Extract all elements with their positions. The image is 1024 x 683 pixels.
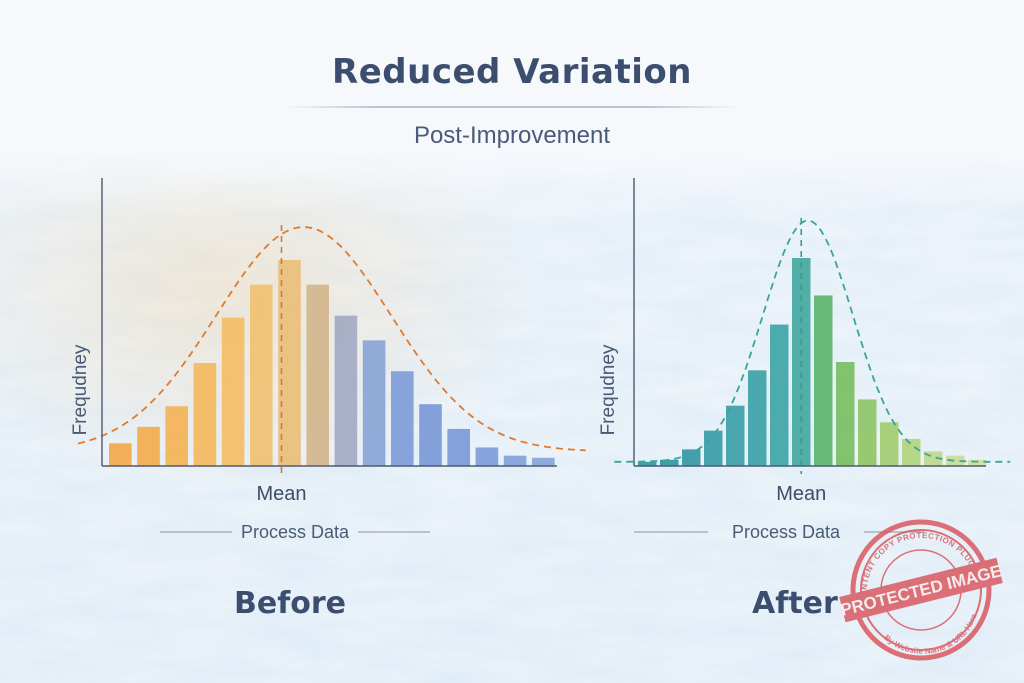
histogram-bar xyxy=(902,438,921,466)
histogram-bar xyxy=(278,260,301,466)
histogram-bar xyxy=(638,461,657,466)
histogram-bar xyxy=(475,447,499,466)
title-divider xyxy=(285,106,739,108)
histogram-bar xyxy=(532,457,555,466)
y-axis-label: Frequdney xyxy=(70,344,91,435)
histogram-bar xyxy=(660,459,679,466)
page-title: Reduced Variation xyxy=(332,52,692,92)
histogram-bar xyxy=(109,443,132,466)
bar-group xyxy=(109,260,555,466)
histogram-bar xyxy=(391,371,414,466)
normal-curve xyxy=(77,226,586,452)
histogram-bar xyxy=(306,284,329,466)
histogram-bar xyxy=(946,455,965,466)
after-histogram-chart: Frequdney Mean Process Data xyxy=(598,178,1011,542)
histogram-bar xyxy=(682,449,701,466)
before-label: Before xyxy=(234,586,347,621)
x-axis-label: Process Data xyxy=(241,522,350,542)
histogram-bar xyxy=(165,406,188,466)
histogram-bar xyxy=(726,405,745,466)
histogram-bar xyxy=(880,422,899,466)
histogram-bar xyxy=(968,459,987,466)
histogram-bar xyxy=(814,295,833,466)
page-subtitle: Post-Improvement xyxy=(413,122,611,149)
histogram-bar xyxy=(362,340,386,466)
histogram-bar xyxy=(221,317,245,466)
y-axis-label: Frequdney xyxy=(598,344,619,435)
x-axis-label: Process Data xyxy=(732,522,841,542)
histogram-bar xyxy=(193,363,217,466)
histogram-bar xyxy=(447,428,470,466)
histogram-bar xyxy=(770,324,789,466)
normal-curve xyxy=(614,219,1011,463)
histogram-bar xyxy=(334,315,358,466)
before-histogram-chart: Frequdney Mean Process Data xyxy=(70,178,586,542)
mean-label: Mean xyxy=(256,483,306,505)
protected-image-stamp: CONTENT COPY PROTECTION PLUGIN By Websit… xyxy=(839,518,1004,665)
histogram-bar xyxy=(419,404,442,466)
histogram-bar xyxy=(704,430,723,466)
histogram-bar xyxy=(858,399,877,466)
histogram-bar xyxy=(748,370,767,466)
histogram-bar xyxy=(250,284,273,466)
bar-group xyxy=(638,258,987,466)
histogram-bar xyxy=(137,426,160,466)
histogram-bar xyxy=(503,455,527,466)
mean-label: Mean xyxy=(776,483,826,505)
histogram-bar xyxy=(836,362,855,466)
after-label: After xyxy=(752,586,838,621)
